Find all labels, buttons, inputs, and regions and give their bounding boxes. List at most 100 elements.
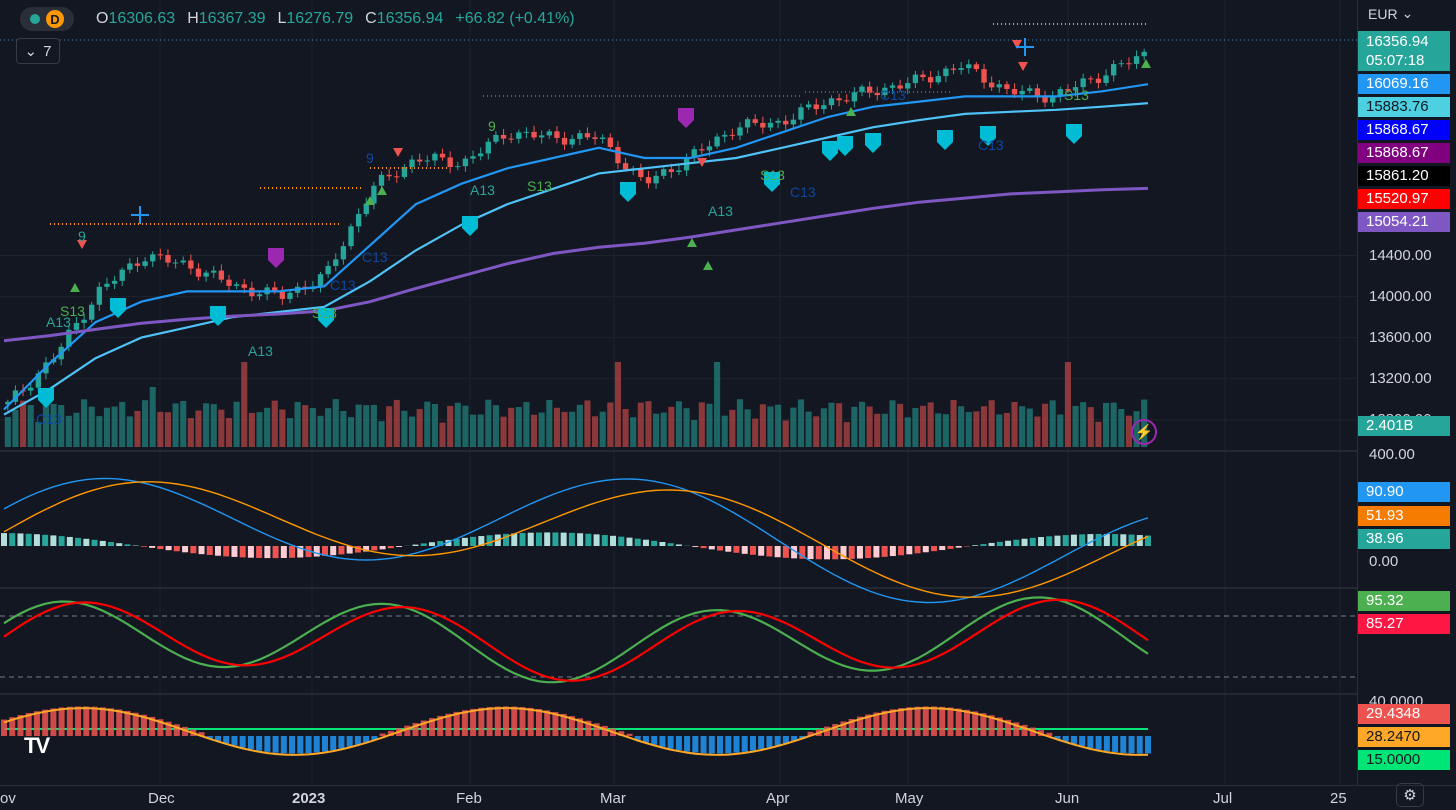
squeeze-bar — [462, 710, 468, 736]
volume-bar — [218, 410, 224, 447]
price-tick-label: 14400.00 — [1369, 247, 1432, 264]
macd-histogram-bar — [67, 537, 73, 546]
market-status-icon — [30, 14, 40, 24]
volume-bar — [1095, 422, 1101, 447]
candle-body — [1119, 63, 1124, 64]
legend-count: 7 — [43, 43, 51, 60]
candle-body — [753, 119, 758, 123]
volume-bar — [950, 400, 956, 447]
macd-histogram-bar — [701, 546, 707, 548]
stoch-k-tag: 95.32 — [1358, 591, 1450, 611]
candle-body — [547, 131, 552, 135]
macd-histogram-bar — [626, 538, 632, 546]
candle-body — [1142, 52, 1147, 56]
squeeze-c-tag: 15.0000 — [1358, 750, 1450, 770]
macd-histogram-bar — [1071, 535, 1077, 546]
last-price-value: 16356.94 — [1366, 32, 1450, 51]
macd-histogram-bar — [1005, 541, 1011, 546]
currency-selector[interactable]: EUR ⌄ — [1368, 5, 1413, 22]
gear-icon[interactable]: ⚙ — [1396, 783, 1424, 807]
macd-histogram-bar — [890, 546, 896, 556]
close-value: 16356.94 — [377, 10, 444, 27]
volume-bar — [745, 409, 751, 447]
macd-histogram-bar — [17, 533, 23, 546]
volume-bar — [432, 404, 438, 447]
squeeze-bar — [322, 736, 328, 751]
squeeze-bar — [651, 736, 657, 745]
candle-body — [165, 255, 170, 262]
squeeze-bar — [898, 708, 904, 736]
macd-histogram-bar — [865, 546, 871, 558]
signal-label: S13 — [527, 178, 552, 194]
volume-bar — [340, 411, 346, 447]
volume-bar — [279, 409, 285, 447]
squeeze-bar — [495, 707, 501, 736]
candle-body — [1081, 78, 1086, 87]
volume-bar — [577, 405, 583, 447]
volume-bar — [912, 408, 918, 447]
macd-histogram-bar — [594, 534, 600, 546]
volume-bar — [546, 400, 552, 447]
macd-histogram-bar — [462, 538, 468, 546]
squeeze-bar — [1096, 736, 1102, 750]
volume-bar — [828, 403, 834, 447]
stoch-d-tag: 85.27 — [1358, 614, 1450, 634]
chevron-down-icon: ⌄ — [1402, 5, 1414, 22]
candle-body — [1111, 64, 1116, 75]
macd-histogram-bar — [931, 546, 937, 551]
volume-bar — [737, 399, 743, 447]
macd-histogram-bar — [124, 544, 130, 546]
signal-label: A13 — [46, 314, 71, 330]
tradingview-logo[interactable]: TV — [24, 733, 48, 759]
volume-bar — [989, 400, 995, 447]
squeeze-bar — [478, 708, 484, 736]
candle-body — [104, 284, 109, 287]
volume-bar — [600, 412, 606, 447]
volume-bar — [767, 406, 773, 447]
candle-body — [1019, 91, 1024, 94]
macd-histogram-bar — [380, 546, 386, 549]
macd-histogram-bar — [873, 546, 879, 557]
squeeze-bar — [766, 736, 772, 747]
volume-bar — [798, 399, 804, 447]
macd-histogram-bar — [536, 533, 542, 546]
legend-toggle-button[interactable]: ⌄ 7 — [16, 38, 60, 64]
macd-histogram-bar — [59, 536, 65, 546]
squeeze-bar — [487, 707, 493, 736]
macd-histogram-bar — [915, 546, 921, 553]
volume-bar — [1065, 362, 1071, 447]
macd-histogram-bar — [487, 535, 493, 546]
macd-histogram-bar — [149, 546, 155, 548]
macd-histogram-bar — [956, 546, 962, 548]
currency-label: EUR — [1368, 6, 1398, 22]
candle-body — [28, 388, 33, 391]
symbol-status-pill[interactable]: D — [20, 7, 74, 31]
candles — [5, 49, 1147, 411]
volume-bar — [1118, 409, 1124, 447]
squeeze-bar — [1145, 736, 1151, 753]
candle-body — [318, 274, 323, 286]
macd-histogram-bar — [388, 546, 394, 548]
squeeze-bar — [520, 707, 526, 736]
squeeze-bar — [939, 707, 945, 736]
squeeze-bar — [59, 707, 65, 736]
macd-histogram-bar — [9, 533, 15, 546]
volume-bar — [249, 413, 255, 447]
macd-histogram-bar — [528, 533, 534, 546]
price-tick-label: 14000.00 — [1369, 288, 1432, 305]
lightning-icon[interactable]: ⚡ — [1131, 419, 1157, 445]
macd-histogram-bar — [783, 546, 789, 558]
volume-bar — [882, 414, 888, 447]
volume-bar — [12, 410, 18, 447]
volume-bar — [485, 400, 491, 447]
macd-histogram-bar — [1120, 534, 1126, 546]
volume-bar — [645, 401, 651, 447]
price-scale[interactable] — [1357, 0, 1456, 785]
stochastic-pane — [4, 597, 1148, 682]
volume-bar — [592, 416, 598, 447]
volume-bar — [516, 407, 522, 447]
volume-bar — [1034, 417, 1040, 447]
volume-bar — [333, 399, 339, 447]
